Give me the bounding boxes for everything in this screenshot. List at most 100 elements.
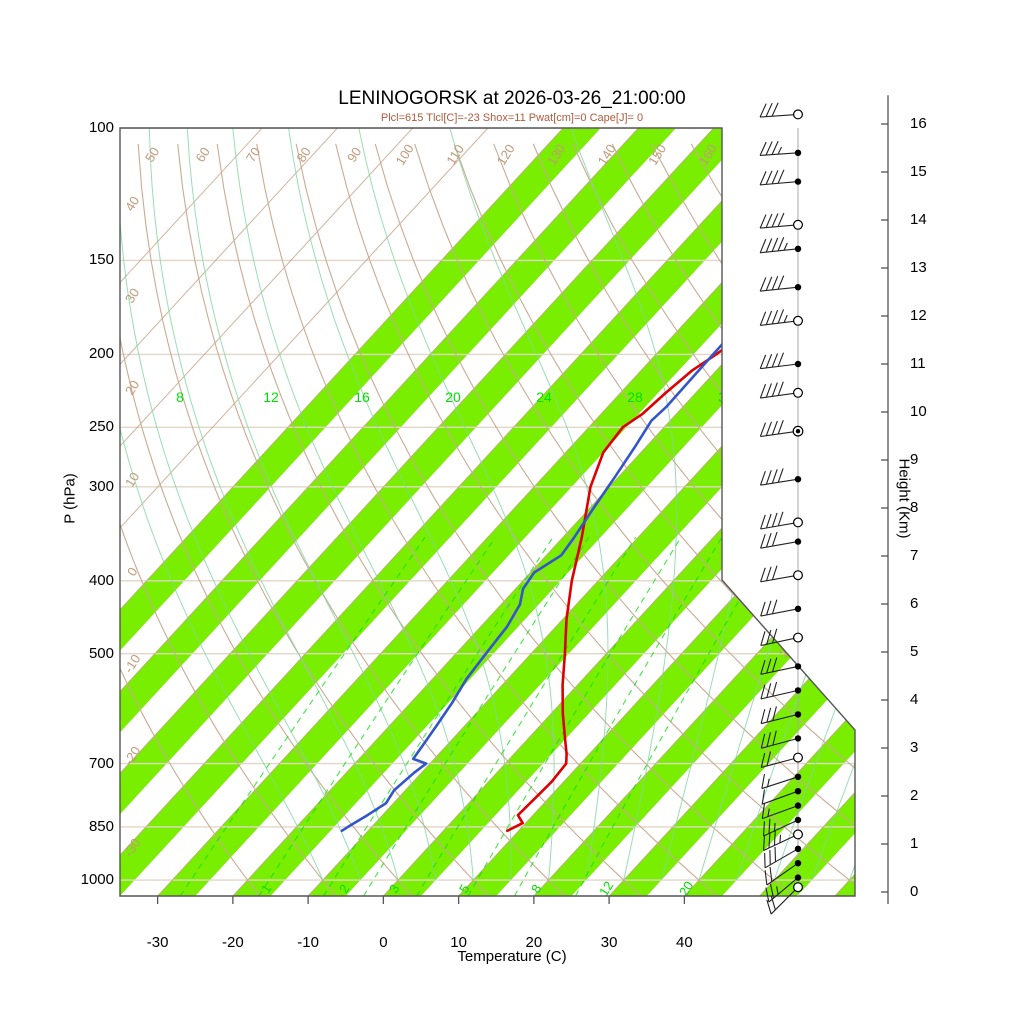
- moist-adiabat-lines: [120, 128, 855, 881]
- pressure-tick-label: 1000: [80, 871, 114, 889]
- temperature-tick-label: -10: [297, 934, 319, 951]
- isotherm-label-left: 30: [122, 286, 142, 306]
- barb-marker-filled: [794, 773, 802, 780]
- wind-barb: [761, 773, 802, 790]
- wind-barb: [764, 845, 802, 869]
- moist-adiabat-label: 8: [176, 389, 184, 405]
- barb-marker-open: [792, 387, 803, 398]
- wind-barb: [766, 882, 803, 915]
- height-axis-ticks: 0 1 2 3 4 5 6 7 8 9 10 11 12 13 14 15 16: [884, 0, 964, 1024]
- dry-adiabat-label: 60: [192, 145, 212, 165]
- barb-marker-open: [792, 219, 803, 230]
- barb-marker-open: [792, 829, 803, 840]
- x-axis-label: Temperature (C): [457, 948, 567, 965]
- height-tick-label: 15: [910, 163, 927, 180]
- temperature-tick-label: 0: [379, 934, 388, 951]
- moist-adiabat-label: 32: [718, 389, 734, 405]
- wind-barb: [760, 565, 803, 583]
- barb-marker-open: [792, 315, 803, 326]
- barb-marker-filled: [794, 687, 802, 694]
- moist-adiabat-label: 16: [354, 389, 370, 405]
- wind-barb: [759, 140, 802, 156]
- wind-barb: [763, 829, 803, 851]
- temperature-tick-label: -20: [222, 934, 244, 951]
- isotherm-label-right: 0: [724, 509, 741, 523]
- height-tick-label: 3: [910, 739, 919, 756]
- barb-marker-filled: [794, 874, 802, 881]
- isotherm-label-left: 40: [122, 194, 142, 214]
- height-tick-label: 0: [910, 883, 919, 900]
- isotherm-label-right: 10: [743, 588, 763, 608]
- y-axis-label: P (hPa): [61, 473, 79, 524]
- barb-marker-filled: [794, 788, 802, 795]
- isotherm-label-left: 20: [122, 378, 142, 398]
- pressure-axis-ticks: 100 150 200 250 300 400 500 700 850 1000: [52, 0, 114, 1024]
- barb-marker-filled: [794, 663, 802, 670]
- dry-adiabat-label: 80: [293, 145, 313, 165]
- dry-adiabat-label: 90: [344, 145, 364, 165]
- pressure-tick-label: 300: [88, 477, 114, 495]
- isotherm-label-left: 10: [122, 470, 142, 490]
- barb-marker-filled: [794, 284, 802, 291]
- height-axis-label: Height (Km): [895, 458, 913, 539]
- wind-barb: [760, 531, 802, 549]
- pressure-tick-label: 500: [88, 644, 114, 662]
- barb-marker-filled: [794, 711, 802, 718]
- wind-barb-column: [759, 102, 804, 915]
- pressure-tick-label: 200: [88, 345, 114, 363]
- pressure-tick-label: 150: [88, 251, 114, 269]
- barb-marker-filled: [794, 178, 802, 185]
- barb-marker-open: [792, 752, 803, 763]
- barb-marker-filled: [794, 735, 802, 742]
- height-tick-label: 10: [910, 403, 927, 420]
- wind-barb: [760, 751, 803, 768]
- wind-barb: [761, 788, 802, 805]
- wind-barb: [760, 706, 802, 725]
- barb-marker-filled: [794, 476, 802, 483]
- moist-adiabat-label: 12: [263, 389, 279, 405]
- wind-barb: [759, 381, 803, 399]
- temperature-tick-label: 20: [525, 934, 543, 951]
- wind-barb: [760, 657, 802, 675]
- wind-barb: [763, 816, 802, 837]
- wind-barb: [765, 874, 802, 903]
- mixing-ratio-lines: [179, 536, 777, 896]
- temperature-tick-label: -30: [146, 934, 169, 951]
- wind-barb: [760, 628, 803, 647]
- moist-adiabat-label: 20: [445, 389, 461, 405]
- wind-barb: [764, 860, 802, 886]
- wind-barb: [759, 169, 802, 186]
- dry-adiabat-label: 70: [243, 145, 263, 165]
- barb-marker-filled: [794, 605, 802, 612]
- plot-interior: 50 60 70 80 90 100 110 120 130 140 150 160403020100…: [120, 128, 855, 896]
- sounding-indices-subtitle: Plcl=615 Tlcl[C]=-23 Shox=11 Pwat[cm]=0 …: [380, 112, 644, 124]
- height-tick-label: 8: [910, 499, 919, 516]
- height-tick-label: 11: [910, 355, 926, 372]
- barb-marker-filled: [794, 360, 802, 368]
- height-tick-label: 12: [910, 307, 927, 324]
- height-tick-label: 9: [910, 451, 919, 468]
- height-tick-label: 6: [910, 595, 919, 612]
- wind-barb: [759, 212, 803, 230]
- pressure-tick-label: 250: [88, 418, 114, 436]
- wind-barb: [759, 419, 804, 438]
- plot-frame: [119, 127, 856, 897]
- barb-marker-filled: [794, 802, 802, 809]
- height-tick-label: 5: [910, 643, 919, 660]
- moist-adiabat-label: 24: [536, 389, 552, 405]
- barb-marker-filled: [794, 845, 802, 852]
- barb-marker-open: [792, 109, 803, 120]
- temperature-tick-label: 40: [676, 934, 693, 951]
- barb-marker-filled: [794, 860, 802, 867]
- height-tick-label: 16: [910, 115, 927, 132]
- dry-adiabat-label: 50: [142, 145, 162, 165]
- wind-barb: [759, 275, 802, 292]
- wind-barb: [760, 730, 802, 749]
- pressure-tick-label: 700: [88, 754, 114, 772]
- pressure-tick-label: 400: [88, 571, 114, 589]
- barb-marker-filled: [794, 538, 802, 545]
- wind-barb: [759, 309, 803, 326]
- wind-barb: [759, 102, 803, 120]
- temperature-tick-label: 30: [600, 934, 618, 951]
